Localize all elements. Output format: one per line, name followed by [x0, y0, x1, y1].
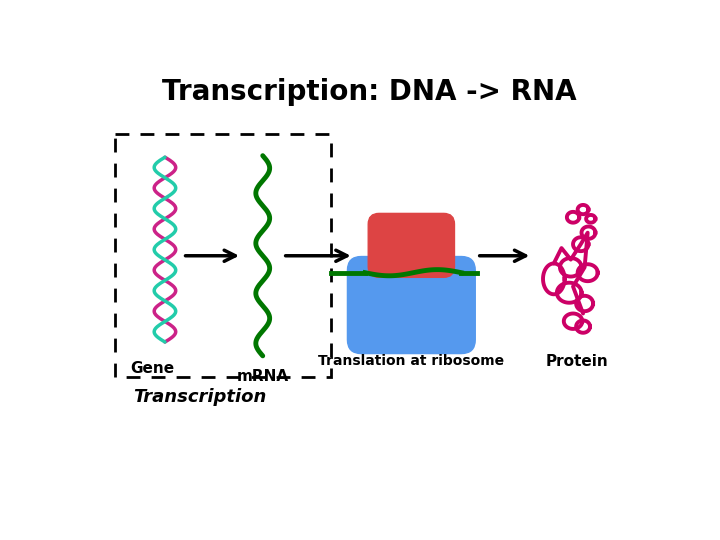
Text: Transcription: Transcription	[133, 388, 266, 406]
Text: Translation at ribosome: Translation at ribosome	[318, 354, 505, 368]
FancyBboxPatch shape	[368, 213, 454, 278]
Text: mRNA: mRNA	[237, 369, 289, 384]
FancyBboxPatch shape	[348, 256, 475, 354]
Text: Gene: Gene	[130, 361, 174, 376]
Bar	[115, 134, 330, 377]
Text: Protein: Protein	[546, 354, 608, 368]
Text: Transcription: DNA -> RNA: Transcription: DNA -> RNA	[162, 78, 576, 106]
